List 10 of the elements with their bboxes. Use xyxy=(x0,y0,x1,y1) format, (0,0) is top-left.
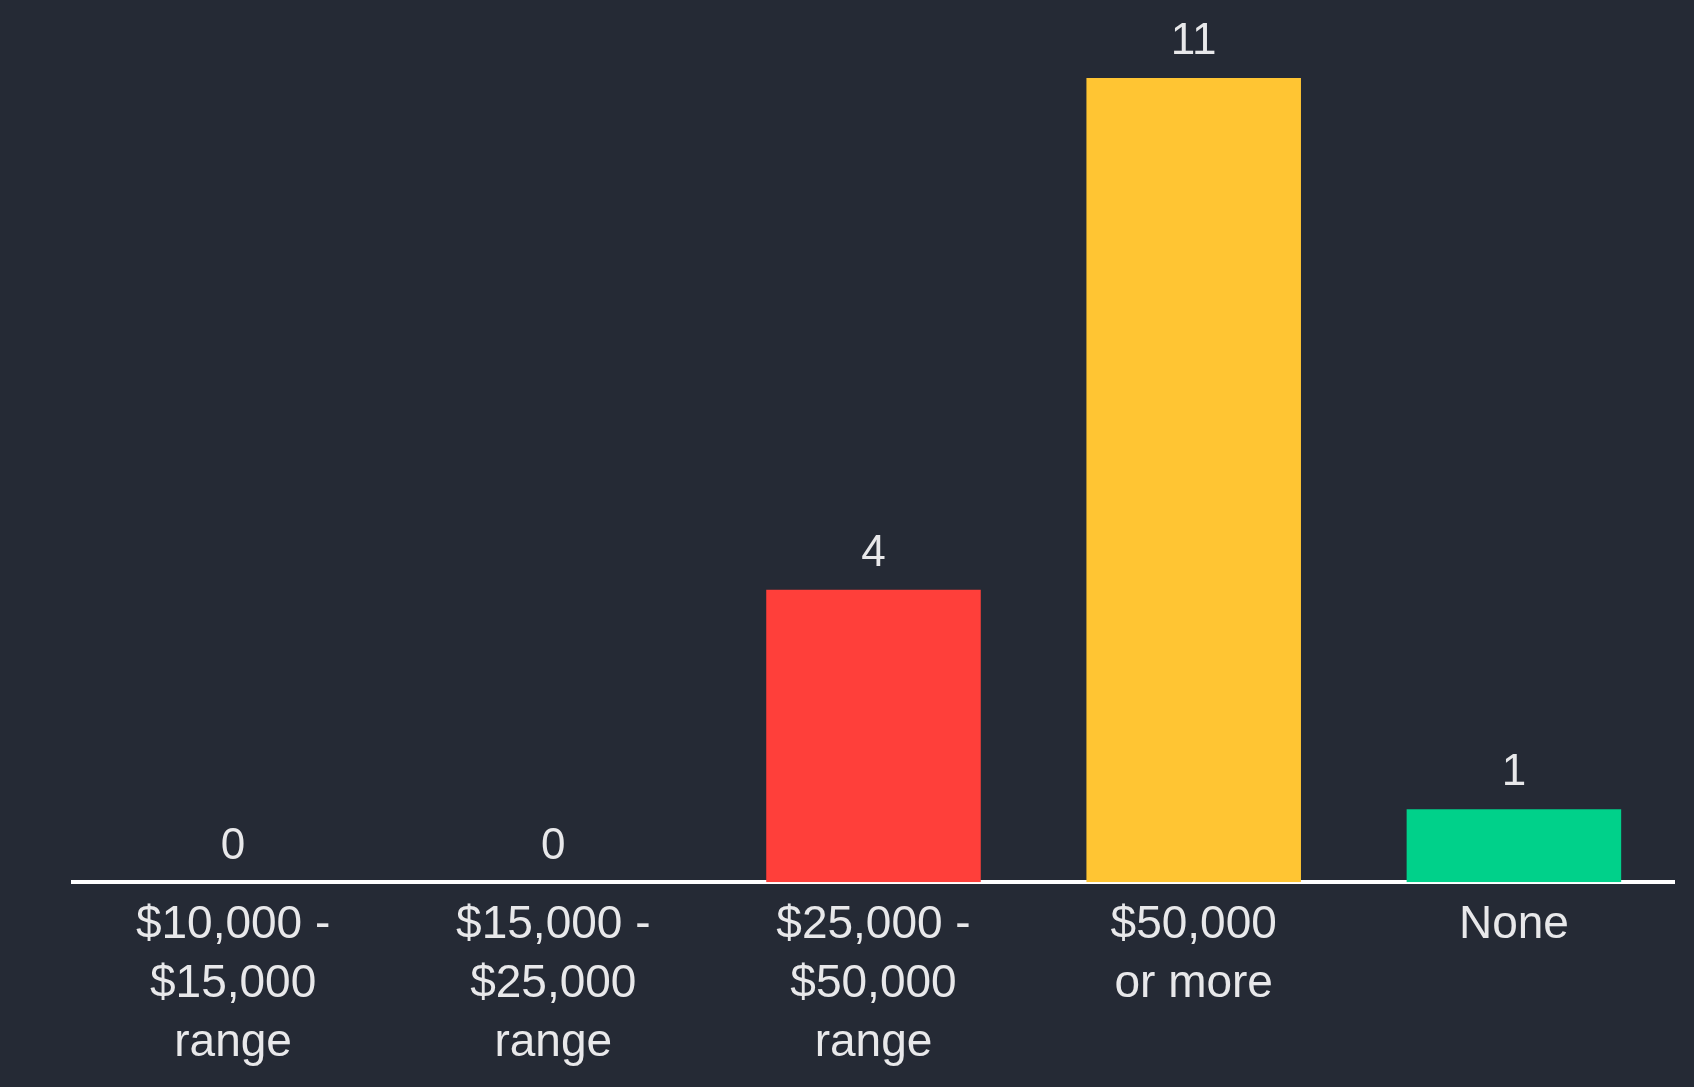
x-tick-label: $50,000 or more xyxy=(1110,896,1277,1008)
data-label: 1 xyxy=(1501,745,1527,795)
data-label: 0 xyxy=(220,818,246,868)
data-label: 0 xyxy=(541,818,566,868)
data-label: 11 xyxy=(1170,14,1217,64)
data-label: 4 xyxy=(861,526,886,576)
x-tick-label: $25,000 - $50,000 range xyxy=(776,896,971,1067)
x-tick-label: None xyxy=(1458,896,1569,949)
x-tick-label: $10,000 - $15,000 range xyxy=(135,896,331,1067)
x-tick-label: $15,000 - $25,000 range xyxy=(456,896,651,1067)
